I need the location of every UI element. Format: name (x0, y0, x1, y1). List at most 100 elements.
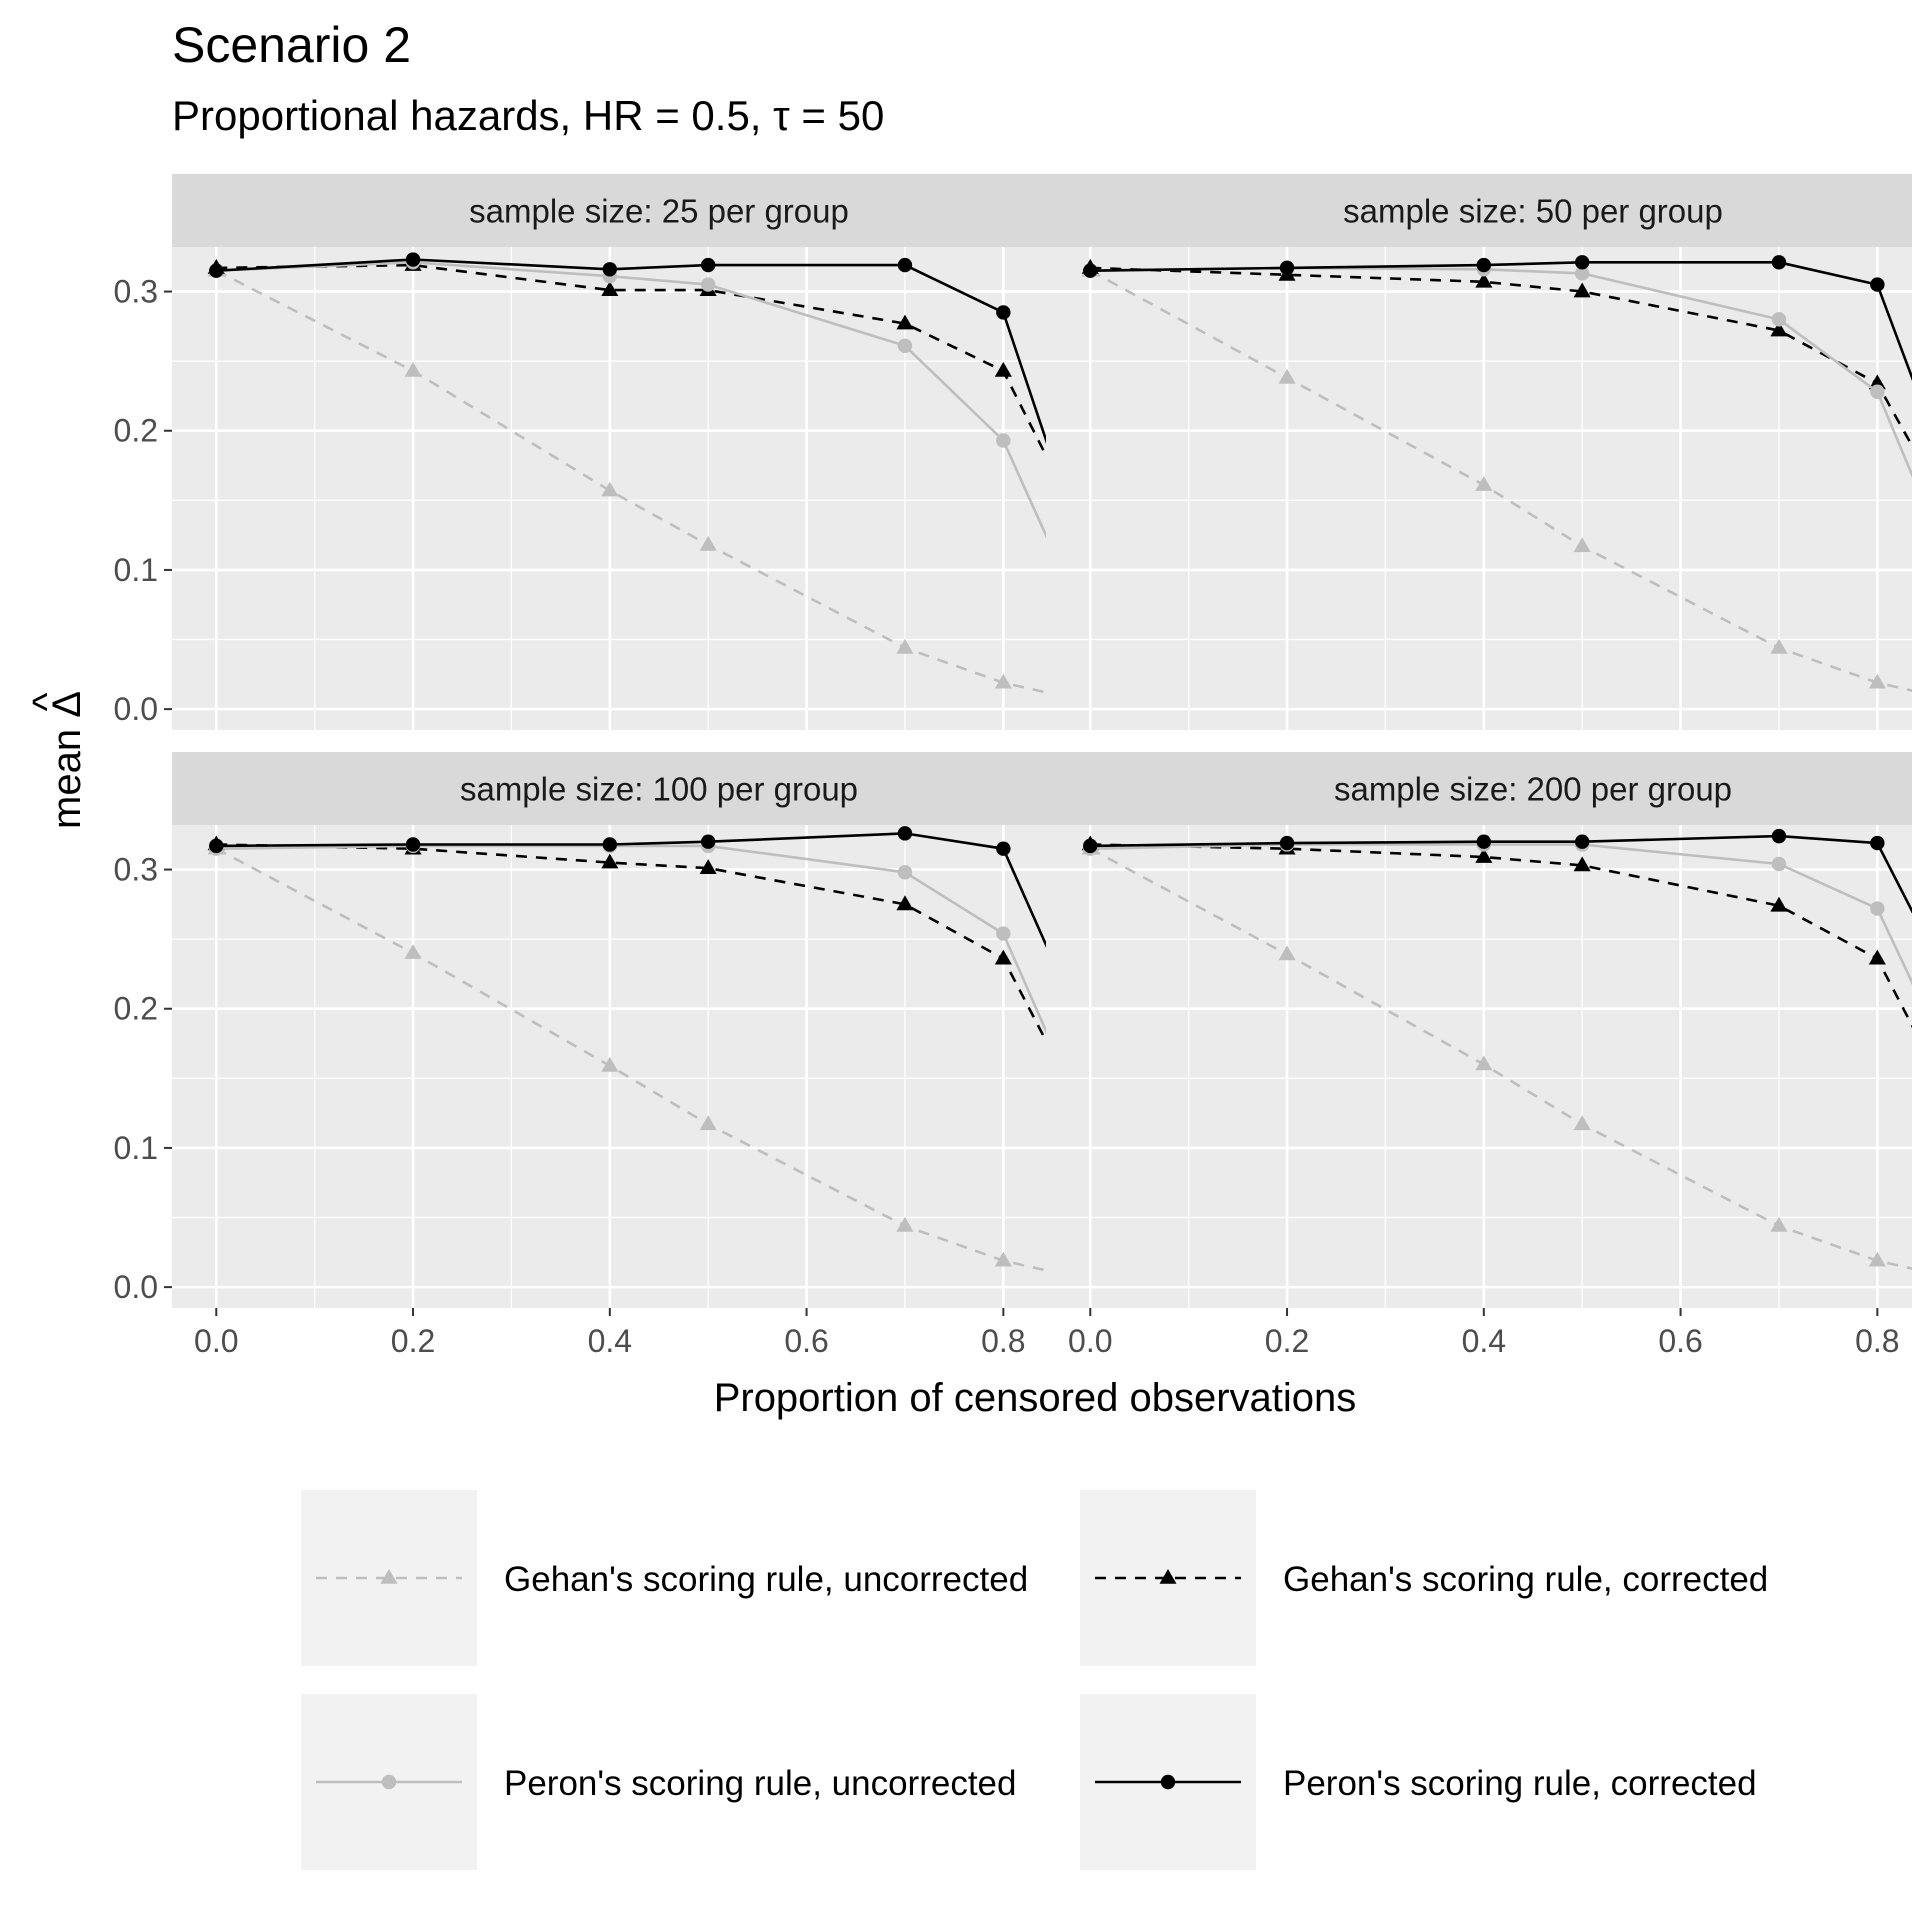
y-axis-label-hat: ^ (25, 692, 69, 711)
data-point-circle (1870, 901, 1885, 916)
facet-strip-label: sample size: 200 per group (1334, 771, 1732, 808)
y-tick-label: 0.1 (114, 552, 158, 588)
data-point-circle (602, 837, 618, 852)
data-point-triangle (601, 853, 619, 869)
legend-label: Peron's scoring rule, corrected (1283, 1764, 1757, 1803)
chart-title: Scenario 2 (172, 17, 411, 73)
y-axis-label-text: mean (45, 718, 89, 829)
data-point-circle (1771, 255, 1787, 270)
data-point-triangle (1475, 272, 1493, 288)
legend-item: Gehan's scoring rule, uncorrected (301, 1490, 1028, 1666)
data-point-triangle (601, 281, 619, 296)
x-tick-label: 0.6 (784, 1323, 828, 1359)
y-axis-label: mean Δ ^ (25, 691, 89, 829)
legend-key-triangle (1159, 1569, 1177, 1584)
facet-strip (1046, 752, 1912, 825)
data-point-triangle (1573, 282, 1591, 298)
data-series (1081, 839, 1912, 1270)
data-point-triangle (994, 673, 1012, 689)
y-tick-label: 0.3 (114, 274, 158, 310)
data-point-circle (1771, 856, 1787, 872)
data-point-circle (700, 277, 716, 292)
legend-label: Peron's scoring rule, uncorrected (504, 1764, 1017, 1803)
data-point-circle (700, 834, 716, 849)
y-tick-label: 0.2 (114, 991, 158, 1027)
data-point-triangle (1868, 949, 1886, 965)
data-point-triangle (699, 859, 717, 874)
data-point-circle (1870, 277, 1885, 292)
x-tick-label: 0.0 (194, 1323, 238, 1359)
y-tick-label: 0.3 (114, 852, 158, 888)
data-point-triangle (994, 1251, 1012, 1267)
y-tick-label: 0.0 (114, 691, 158, 727)
data-point-triangle (994, 361, 1012, 377)
x-tick-label: 0.2 (391, 1323, 435, 1359)
data-point-circle (209, 263, 224, 278)
data-point-circle (1083, 838, 1098, 854)
data-point-circle (1771, 312, 1787, 327)
data-point-triangle (601, 481, 619, 497)
data-point-circle (1279, 260, 1295, 276)
legend-label: Gehan's scoring rule, uncorrected (504, 1560, 1028, 1599)
data-point-circle (1870, 835, 1885, 851)
facet-strip (172, 752, 1146, 825)
x-axis-ticks: 0.0 0.2 0.4 0.6 0.8 0.0 0.2 0.4 0.6 0.8 (194, 1308, 1900, 1359)
data-point-circle (700, 257, 716, 273)
data-point-circle (602, 262, 618, 277)
data-point-triangle (896, 895, 914, 911)
data-point-circle (996, 433, 1011, 448)
data-point-triangle (1475, 476, 1493, 491)
data-point-circle (1476, 257, 1492, 273)
data-point-circle (897, 257, 913, 273)
subtitle-tau: τ (773, 92, 790, 139)
legend-item: Gehan's scoring rule, corrected (1080, 1490, 1768, 1666)
data-point-circle (1870, 384, 1885, 399)
data-point-circle (897, 338, 913, 354)
data-point-circle (1476, 834, 1492, 849)
data-point-circle (897, 865, 913, 880)
data-point-circle (1574, 834, 1590, 849)
legend-label: Gehan's scoring rule, corrected (1283, 1560, 1768, 1599)
data-point-triangle (1770, 1216, 1788, 1232)
data-point-triangle (994, 949, 1012, 965)
data-point-triangle (896, 314, 914, 330)
facet-panels: sample size: 25 per group sample size: 50… (172, 174, 1912, 1308)
data-point-circle (1771, 828, 1787, 844)
data-series (1083, 255, 1912, 382)
data-point-triangle (1868, 374, 1886, 390)
data-point-triangle (1770, 321, 1788, 337)
data-point-circle (1083, 263, 1098, 278)
legend-item: Peron's scoring rule, uncorrected (301, 1694, 1017, 1870)
data-point-triangle (699, 535, 717, 551)
x-tick-label: 0.4 (588, 1323, 632, 1359)
facet-strip-label: sample size: 25 per group (469, 193, 849, 230)
x-tick-label: 0.4 (1462, 1323, 1506, 1359)
facet-strip (1046, 174, 1912, 247)
data-point-triangle (1475, 1055, 1493, 1071)
data-point-triangle (1278, 945, 1296, 961)
data-point-circle (996, 926, 1011, 941)
data-point-circle (897, 826, 913, 841)
x-axis-label: Proportion of censored observations (714, 1376, 1357, 1420)
x-tick-label: 0.0 (1068, 1323, 1112, 1359)
subtitle-suffix: = 50 (790, 92, 885, 139)
legend-key-circle (1160, 1774, 1176, 1790)
facet-strip (172, 174, 1146, 247)
x-tick-label: 0.8 (1855, 1323, 1899, 1359)
data-point-circle (1574, 266, 1590, 281)
legend: Gehan's scoring rule, uncorrected Gehan's… (301, 1490, 1768, 1870)
facet-strip-label: sample size: 100 per group (460, 771, 858, 808)
data-point-triangle (404, 361, 422, 377)
data-point-triangle (896, 638, 914, 654)
facet-strip-label: sample size: 50 per group (1343, 193, 1723, 230)
data-point-triangle (404, 944, 422, 959)
svg-text:mean Δ: mean Δ (45, 691, 89, 829)
data-point-triangle (896, 1216, 914, 1232)
data-point-triangle (1770, 896, 1788, 912)
data-point-circle (996, 841, 1011, 856)
y-axis-label-symbol: Δ (45, 691, 89, 718)
data-point-triangle (1868, 1251, 1886, 1267)
chart-subtitle: Proportional hazards, HR = 0.5, τ = 50 (172, 92, 884, 139)
y-tick-label: 0.0 (114, 1269, 158, 1305)
